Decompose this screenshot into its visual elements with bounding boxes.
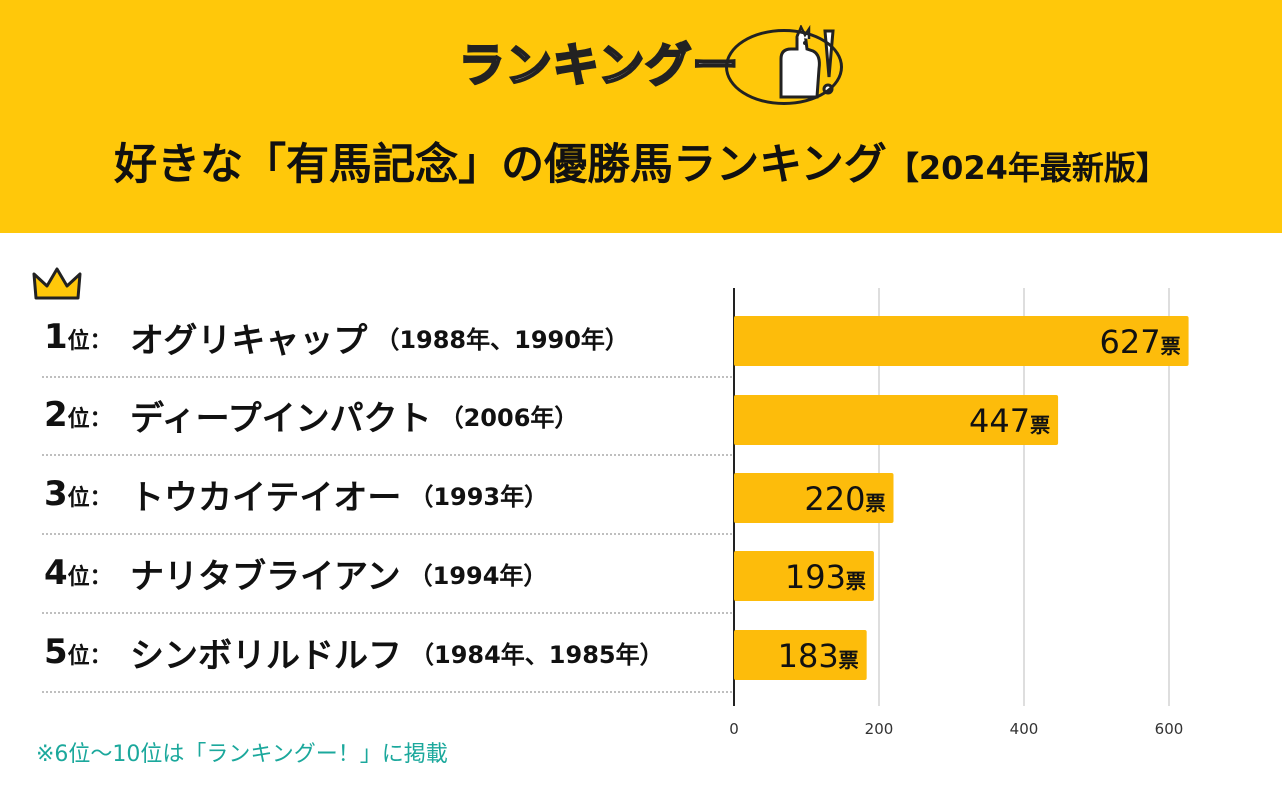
bar-value-label: 627票 [1099,323,1180,361]
logo: ランキングー [0,22,1282,105]
bar [734,630,867,680]
win-years: （2006年） [439,403,579,432]
rank-position: 5位： [44,632,112,672]
rank-position: 2位： [44,395,112,435]
logo-text: ランキングー [457,37,740,94]
win-years: （1984年、1985年） [410,640,664,669]
x-tick-label: 0 [729,720,739,738]
rank-row-2: 2位： ディープインパクト （2006年） [42,376,732,456]
title-main: 好きな「有馬記念」の優勝馬ランキング [114,140,887,190]
x-tick-label: 600 [1155,720,1184,738]
horse-name: オグリキャップ [130,320,368,361]
horse-name: シンボリルドルフ [130,635,402,676]
title-edition: 【2024年最新版】 [886,149,1168,187]
horse-name: ディープインパクト [130,398,432,439]
rank-row-3: 3位： トウカイテイオー （1993年） [42,455,732,535]
bar [734,316,1189,366]
bar [734,473,894,523]
win-years: （1994年） [408,561,548,590]
horse-name: ナリタブライアン [130,556,401,597]
logo-speech-bubble [725,29,844,105]
rank-position: 3位： [44,474,112,514]
page-title: 好きな「有馬記念」の優勝馬ランキング【2024年最新版】 [0,130,1282,192]
rank-row-4: 4位： ナリタブライアン （1994年） [42,534,732,614]
horse-name: トウカイテイオー [130,477,402,518]
bar [734,551,874,601]
bar-value-label: 220票 [804,480,885,518]
rank-row-1: 1位： オグリキャップ （1988年、1990年） [42,298,732,378]
bar-value-label: 193票 [785,558,866,596]
bar-value-label: 183票 [778,637,859,675]
x-tick-label: 200 [865,720,894,738]
win-years: （1993年） [409,482,549,511]
rank-row-5: 5位： シンボリルドルフ （1984年、1985年） [42,613,732,693]
header-banner: ランキングー 好きな「有馬記念」の優勝馬ランキング【2024年最新版】 [0,0,1282,233]
bar-value-label: 447票 [969,402,1050,440]
rank-position: 4位： [44,553,112,593]
footer-note: ※6位～10位は「ランキングー！」に掲載 [36,742,448,767]
bar [734,395,1059,445]
rank-position: 1位： [44,317,112,357]
x-tick-label: 400 [1010,720,1039,738]
crown-icon [32,267,82,300]
win-years: （1988年、1990年） [375,325,629,354]
